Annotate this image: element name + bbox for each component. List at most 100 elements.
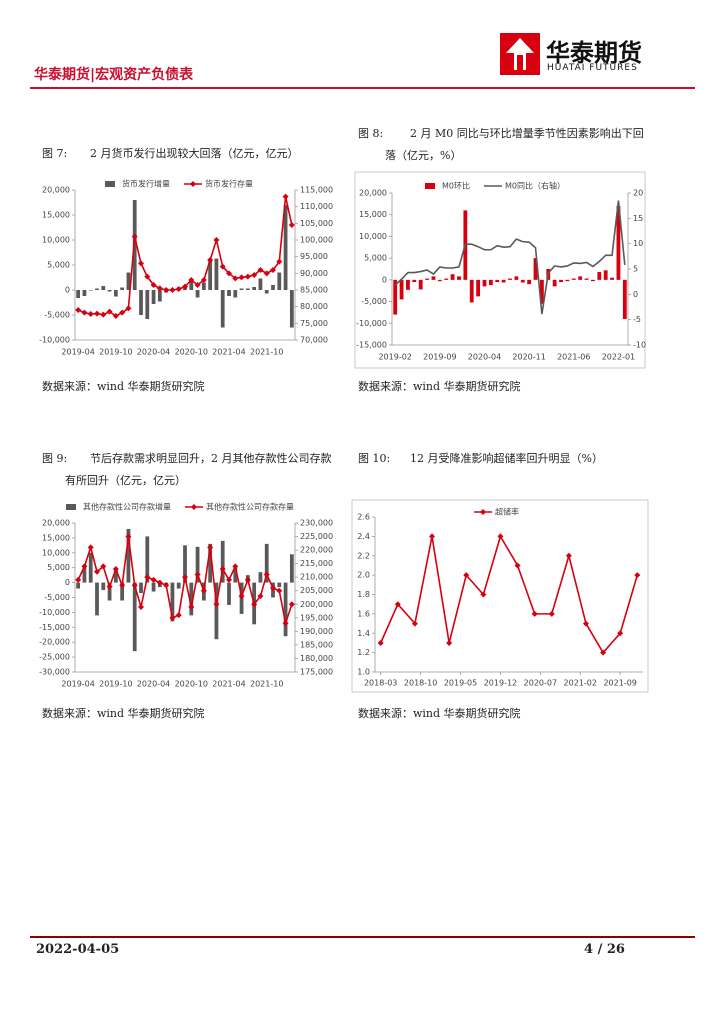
point (175, 612, 182, 619)
y-tick-label: -15,000 (356, 341, 387, 350)
x-tick-label: 2020-11 (512, 353, 545, 362)
bar (258, 572, 263, 583)
point (150, 282, 157, 288)
y2-tick-label: 15 (633, 214, 643, 223)
point (244, 273, 251, 280)
bar (469, 279, 474, 303)
y-tick-label: 1.6 (357, 609, 370, 618)
bar (233, 567, 238, 583)
point (175, 286, 182, 292)
bar (283, 582, 288, 637)
bar (258, 278, 263, 290)
point (514, 562, 521, 569)
bar (189, 280, 194, 290)
point (446, 639, 453, 646)
point (94, 568, 100, 575)
point (238, 593, 245, 600)
y2-tick-label: 190,000 (300, 627, 333, 636)
point (81, 563, 88, 570)
point (257, 267, 264, 273)
bar (176, 582, 181, 589)
bar (610, 277, 614, 280)
bar (233, 290, 238, 298)
y-tick-label: 2.0 (357, 571, 370, 580)
point (144, 273, 151, 280)
x-tick-label: 2021-02 (564, 679, 597, 688)
bar (183, 545, 187, 583)
bar (107, 582, 112, 601)
bar (457, 276, 461, 280)
point (226, 270, 232, 277)
point (112, 313, 119, 319)
figure-label: 图 7: (42, 147, 68, 160)
y-tick-label: -10,000 (39, 608, 70, 617)
bar (82, 567, 87, 583)
bar (399, 279, 404, 300)
y2-tick-label: 225,000 (300, 532, 333, 541)
bar (101, 286, 106, 290)
y2-tick-label: 70,000 (300, 336, 328, 345)
bar (289, 554, 294, 583)
legend-label: 货币发行增量 (122, 179, 170, 189)
logo-shape (506, 38, 534, 70)
point (582, 620, 589, 627)
bar (126, 272, 131, 290)
y-tick-label: -10,000 (39, 336, 70, 345)
y-tick-label: 15,000 (42, 533, 70, 542)
bar (264, 290, 269, 294)
bar (220, 540, 225, 583)
footer-rule (30, 936, 695, 938)
logo-icon (500, 33, 540, 75)
point (194, 571, 201, 578)
point (100, 563, 107, 570)
bar (271, 285, 275, 290)
bar (126, 528, 131, 583)
point (207, 544, 214, 551)
bar (214, 258, 219, 290)
bar (571, 278, 576, 280)
point (144, 574, 151, 581)
point (138, 260, 144, 267)
legend-marker (480, 509, 486, 515)
bar (214, 582, 219, 640)
logo-subtext: HUATAI FUTURES (547, 63, 638, 73)
bar (520, 279, 525, 283)
point (257, 593, 264, 600)
point (81, 309, 88, 316)
bar (603, 270, 608, 280)
x-tick-label: 2021-06 (557, 353, 590, 362)
legend-label: M0环比 (442, 181, 470, 191)
legend-label: 货币发行存量 (205, 179, 253, 189)
y2-tick-label: 105,000 (300, 219, 333, 228)
bar (157, 290, 162, 302)
y-tick-label: 1.0 (357, 668, 370, 677)
point (131, 233, 138, 240)
point (226, 576, 232, 583)
bar (245, 288, 250, 290)
point (263, 270, 270, 277)
bar (393, 279, 398, 315)
bar (495, 279, 500, 283)
x-tick-label: 2020-04 (137, 348, 170, 357)
point (163, 582, 170, 589)
bar (120, 582, 125, 601)
y-tick-label: 0 (65, 286, 70, 295)
point (87, 544, 94, 551)
point (219, 566, 226, 573)
x-tick-label: 2020-10 (175, 680, 208, 689)
bar (277, 272, 282, 290)
bar (113, 290, 118, 297)
point (106, 583, 113, 590)
bar (559, 279, 563, 283)
point (634, 572, 641, 579)
bar (412, 279, 417, 283)
legend-label: 超储率 (495, 507, 519, 517)
bar (264, 543, 269, 583)
y-tick-label: -10,000 (356, 319, 387, 328)
y2-tick-label: 95,000 (300, 252, 328, 261)
bar (444, 278, 449, 280)
bar (591, 279, 595, 282)
y2-tick-label: 210,000 (300, 573, 333, 582)
bar (514, 276, 519, 280)
bar (195, 290, 200, 298)
